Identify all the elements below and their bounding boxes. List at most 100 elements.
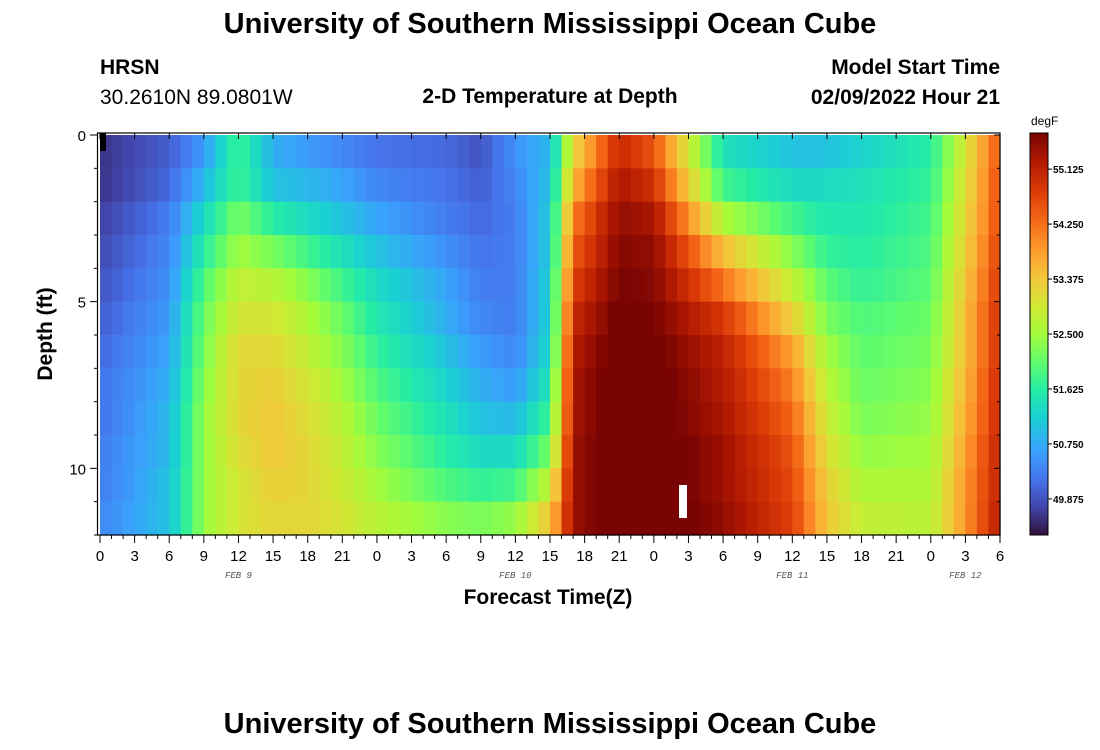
heatmap-cell	[850, 468, 863, 503]
heatmap-cell	[388, 168, 401, 203]
heatmap-cell	[826, 268, 840, 303]
heatmap-cell	[919, 168, 932, 203]
heatmap-cell	[907, 501, 920, 536]
heatmap-cell	[550, 168, 563, 203]
heatmap-cell	[123, 168, 136, 203]
heatmap-cell	[376, 168, 390, 203]
heatmap-cell	[226, 268, 240, 303]
heatmap-cell	[780, 335, 793, 369]
heatmap-cell	[942, 335, 955, 369]
heatmap-cell	[526, 468, 540, 503]
heatmap-cell	[400, 401, 413, 436]
heatmap-cell	[100, 201, 113, 236]
heatmap-cell	[273, 335, 286, 369]
heatmap-cell	[607, 235, 620, 269]
heatmap-cell	[261, 468, 274, 503]
heatmap-cell	[976, 268, 990, 303]
heatmap-cell	[734, 235, 747, 269]
model-start-value: 02/09/2022 Hour 21	[810, 86, 1000, 109]
heatmap-cell	[723, 501, 736, 536]
x-tick-label: 21	[611, 548, 628, 565]
heatmap-cell	[169, 301, 182, 336]
heatmap-cell	[596, 268, 609, 303]
colorbar-tick-label: 54.250	[1053, 220, 1084, 231]
heatmap-cell	[480, 368, 493, 403]
heatmap-cell	[723, 268, 736, 303]
heatmap-cell	[734, 501, 747, 536]
heatmap-cell	[296, 401, 309, 436]
heatmap-cell	[423, 135, 436, 169]
heatmap-cell	[157, 201, 170, 236]
heatmap-cell	[353, 501, 366, 536]
heatmap-cell	[411, 335, 424, 369]
heatmap-cell	[630, 201, 643, 236]
heatmap-cell	[780, 235, 793, 269]
heatmap-cell	[353, 168, 366, 203]
heatmap-cell	[919, 435, 932, 469]
heatmap-cell	[400, 235, 413, 269]
heatmap-cell	[365, 401, 378, 436]
heatmap-cell	[411, 501, 424, 536]
heatmap-cell	[480, 401, 493, 436]
heatmap-cell	[757, 368, 770, 403]
heatmap-cell	[342, 235, 355, 269]
heatmap-cell	[307, 201, 320, 236]
heatmap-cell	[457, 235, 470, 269]
heatmap-cell	[469, 435, 482, 469]
heatmap-cell	[180, 401, 193, 436]
heatmap-cell	[665, 401, 678, 436]
heatmap-cell	[561, 168, 574, 203]
heatmap-cell	[896, 135, 909, 169]
heatmap-cell	[757, 268, 770, 303]
heatmap-cell	[723, 368, 736, 403]
heatmap-cell	[434, 168, 447, 203]
heatmap-cell	[746, 301, 759, 336]
heatmap-cell	[584, 235, 597, 269]
date-label: FEB 11	[776, 571, 808, 581]
heatmap-cell	[284, 268, 297, 303]
heatmap-cell	[988, 135, 1001, 169]
heatmap-cell	[734, 401, 747, 436]
heatmap-cell	[503, 135, 516, 169]
heatmap-cell	[469, 401, 482, 436]
heatmap-cell	[469, 501, 482, 536]
heatmap-cell	[769, 501, 782, 536]
heatmap-cell	[850, 501, 863, 536]
heatmap-cell	[157, 135, 170, 169]
heatmap-cell	[296, 201, 309, 236]
heatmap-cell	[123, 135, 136, 169]
heatmap-cell	[319, 135, 332, 169]
heatmap-cell	[711, 501, 724, 536]
heatmap-cell	[884, 201, 897, 236]
heatmap-cell	[642, 301, 655, 336]
heatmap-cell	[503, 168, 516, 203]
heatmap-cell	[503, 301, 516, 336]
heatmap-cell	[746, 435, 759, 469]
heatmap-cells	[100, 135, 1001, 536]
heatmap-cell	[711, 368, 724, 403]
heatmap-cell	[146, 335, 159, 369]
heatmap-cell	[838, 435, 851, 469]
date-labels: FEB 9 FEB 10 FEB 11 FEB 12	[225, 571, 982, 581]
heatmap-cell	[111, 368, 124, 403]
heatmap-cell	[423, 168, 436, 203]
heatmap-cell	[261, 168, 274, 203]
heatmap-cell	[469, 168, 482, 203]
heatmap-cell	[965, 168, 978, 203]
colorbar-tick-label: 53.375	[1053, 275, 1084, 286]
heatmap-cell	[884, 335, 897, 369]
heatmap-cell	[388, 335, 401, 369]
heatmap-cell	[573, 268, 586, 303]
heatmap-cell	[665, 335, 678, 369]
heatmap-cell	[676, 368, 690, 403]
heatmap-cell	[803, 301, 816, 336]
heatmap-cell	[792, 201, 805, 236]
heatmap-cell	[180, 268, 193, 303]
heatmap-cell	[169, 501, 182, 536]
heatmap-cell	[907, 301, 920, 336]
heatmap-cell	[653, 368, 666, 403]
heatmap-cell	[653, 301, 666, 336]
heatmap-cell	[630, 368, 643, 403]
heatmap-cell	[838, 301, 851, 336]
heatmap-cell	[203, 401, 216, 436]
